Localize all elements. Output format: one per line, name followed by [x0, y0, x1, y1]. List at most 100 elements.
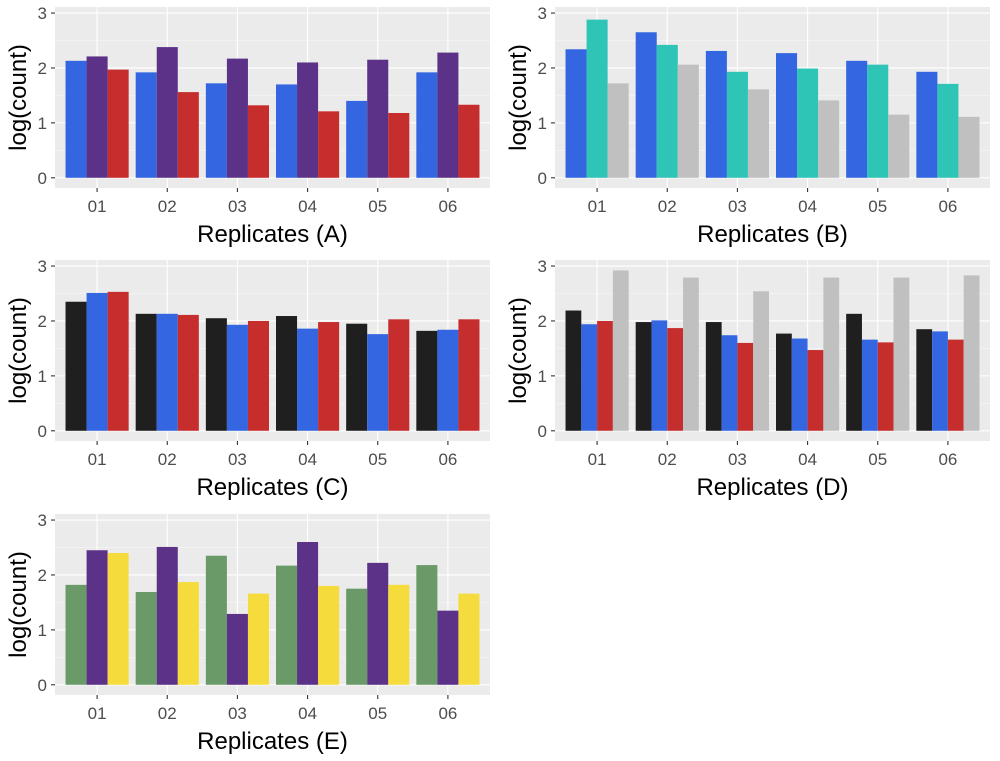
- y-tick-label: 2: [38, 312, 47, 331]
- y-axis-title: log(count): [5, 551, 32, 658]
- y-tick-label: 1: [38, 367, 47, 386]
- bar-02-series-1: [635, 32, 657, 178]
- bar-05-series-2: [367, 562, 389, 685]
- y-tick-label: 3: [538, 257, 547, 276]
- y-tick-label: 2: [538, 312, 547, 331]
- bar-01-series-1: [565, 49, 587, 178]
- bar-02-series-2: [156, 546, 178, 685]
- x-tick-label: 05: [368, 450, 387, 469]
- bar-03-series-2: [226, 324, 248, 431]
- bar-04-series-2: [791, 338, 808, 431]
- bar-04-series-2: [297, 62, 319, 178]
- bar-06-series-2: [932, 331, 948, 431]
- x-axis-title: Replicates (D): [696, 474, 848, 501]
- bar-06-series-1: [416, 330, 438, 431]
- bar-03-series-3: [747, 89, 769, 178]
- bar-02-series-2: [656, 44, 678, 178]
- y-axis-title: log(count): [505, 44, 532, 151]
- bar-01-series-3: [107, 552, 129, 685]
- x-tick-label: 06: [938, 197, 957, 216]
- bar-06-series-4: [963, 275, 980, 431]
- bar-03-series-3: [247, 105, 269, 178]
- x-tick-label: 02: [158, 197, 177, 216]
- y-tick-label: 0: [538, 422, 547, 441]
- bar-06-series-3: [458, 319, 480, 431]
- bar-05-series-1: [846, 60, 868, 178]
- x-tick-label: 04: [298, 704, 317, 723]
- bar-06-series-3: [947, 339, 964, 431]
- bar-03-series-4: [753, 291, 769, 431]
- bar-03-series-2: [226, 613, 248, 685]
- bar-05-series-2: [867, 64, 889, 178]
- bar-04-series-2: [797, 68, 819, 178]
- y-tick-label: 2: [538, 59, 547, 78]
- bar-05-series-3: [388, 112, 410, 178]
- bar-03-series-1: [205, 318, 227, 431]
- bar-05-series-2: [367, 59, 389, 178]
- bar-03-series-3: [247, 320, 269, 431]
- bar-06-series-3: [458, 593, 480, 685]
- bar-03-series-3: [737, 342, 754, 431]
- bar-01-series-2: [86, 550, 108, 685]
- bar-05-series-1: [346, 100, 368, 178]
- x-tick-label: 04: [798, 197, 817, 216]
- bar-06-series-3: [458, 104, 480, 178]
- bar-05-series-1: [846, 313, 862, 431]
- bar-06-series-2: [437, 52, 459, 178]
- bar-01-series-2: [586, 19, 608, 178]
- bar-01-series-1: [65, 301, 87, 431]
- bar-04-series-2: [297, 542, 319, 685]
- bar-04-series-1: [276, 565, 298, 685]
- bar-03-series-1: [705, 322, 722, 431]
- bar-01-series-4: [612, 270, 629, 431]
- y-tick-label: 3: [38, 257, 47, 276]
- bar-05-series-2: [861, 339, 878, 431]
- x-tick-label: 05: [868, 450, 887, 469]
- bar-01-series-3: [597, 320, 613, 431]
- bar-01-series-1: [65, 60, 87, 178]
- bar-04-series-3: [318, 111, 340, 178]
- bar-01-series-1: [565, 310, 582, 431]
- bar-05-series-3: [888, 114, 910, 178]
- bar-02-series-3: [177, 92, 199, 178]
- bar-06-series-2: [437, 329, 459, 431]
- bar-03-series-3: [247, 593, 269, 685]
- x-tick-label: 05: [368, 197, 387, 216]
- bar-01-series-2: [86, 292, 108, 431]
- bar-01-series-2: [581, 324, 598, 431]
- bar-06-series-1: [416, 565, 438, 685]
- y-tick-label: 1: [538, 114, 547, 133]
- bar-04-series-3: [318, 585, 340, 685]
- bar-02-series-2: [156, 313, 178, 431]
- y-axis-title: log(count): [5, 297, 32, 404]
- x-tick-label: 03: [728, 197, 747, 216]
- y-tick-label: 1: [538, 367, 547, 386]
- bar-05-series-3: [388, 584, 410, 685]
- y-axis-title: log(count): [505, 297, 532, 404]
- bar-04-series-1: [776, 333, 792, 431]
- bar-03-series-2: [226, 58, 248, 178]
- bar-05-series-2: [367, 334, 389, 431]
- x-tick-label: 06: [438, 450, 457, 469]
- bar-04-series-2: [297, 328, 319, 431]
- bar-02-series-3: [177, 582, 199, 685]
- bar-05-series-3: [877, 342, 894, 431]
- bar-01-series-3: [107, 291, 129, 431]
- x-tick-label: 03: [228, 450, 247, 469]
- bar-06-series-3: [958, 116, 980, 178]
- y-tick-label: 3: [538, 4, 547, 23]
- x-tick-label: 04: [798, 450, 817, 469]
- bar-04-series-3: [807, 350, 824, 431]
- x-tick-label: 01: [588, 197, 607, 216]
- bar-02-series-1: [135, 313, 157, 431]
- bar-02-series-3: [677, 64, 699, 178]
- bar-03-series-2: [721, 335, 738, 431]
- bar-01-series-3: [107, 69, 129, 178]
- bar-04-series-1: [776, 53, 798, 178]
